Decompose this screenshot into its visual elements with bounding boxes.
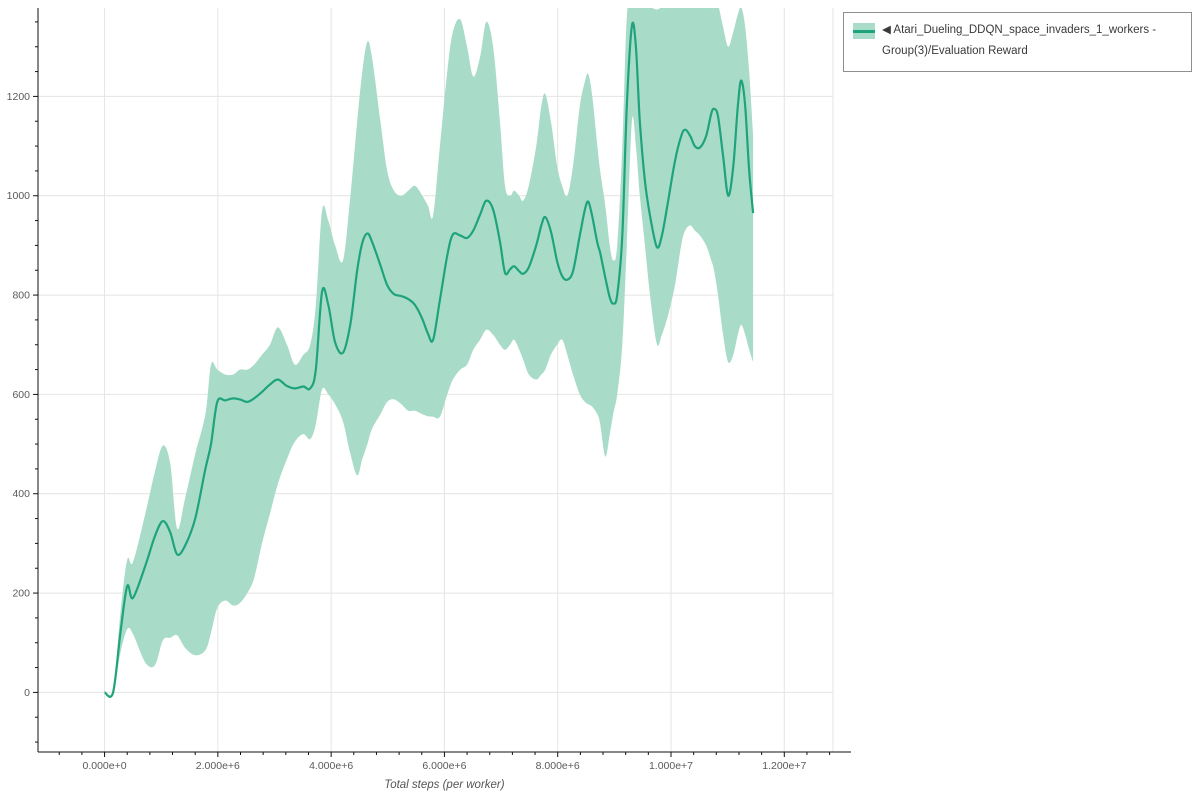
confidence-band xyxy=(104,8,754,699)
x-tick-label: 8.000e+6 xyxy=(536,760,580,772)
y-tick-label: 800 xyxy=(12,290,30,302)
y-tick-label: 1000 xyxy=(7,190,31,202)
tick-labels: 0.000e+0 2.000e+6 4.000e+6 6.000e+6 8.000e+6… xyxy=(7,91,807,772)
legend-swatch-line xyxy=(853,29,875,33)
x-tick-label: 1.000e+7 xyxy=(649,760,693,772)
x-tick-label: 4.000e+6 xyxy=(309,760,353,772)
x-tick-label: 2.000e+6 xyxy=(196,760,240,772)
axes xyxy=(33,8,851,757)
y-tick-label: 400 xyxy=(12,488,30,500)
legend-swatch-band xyxy=(853,23,875,39)
y-tick-label: 600 xyxy=(12,389,30,401)
y-tick-label: 1200 xyxy=(7,91,31,103)
legend[interactable]: ◀ Atari_Dueling_DDQN_space_invaders_1_wo… xyxy=(843,12,1192,72)
x-tick-label: 0.000e+0 xyxy=(83,760,127,772)
x-tick-label: 1.200e+7 xyxy=(762,760,806,772)
y-tick-label: 200 xyxy=(12,588,30,600)
x-tick-label: 6.000e+6 xyxy=(422,760,466,772)
series-evaluation-reward xyxy=(104,8,755,699)
x-axis-title: Total steps (per worker) xyxy=(384,779,505,791)
y-tick-label: 0 xyxy=(24,687,30,699)
legend-series-label: ◀ Atari_Dueling_DDQN_space_invaders_1_wo… xyxy=(882,24,1157,58)
mean-line xyxy=(104,21,755,698)
